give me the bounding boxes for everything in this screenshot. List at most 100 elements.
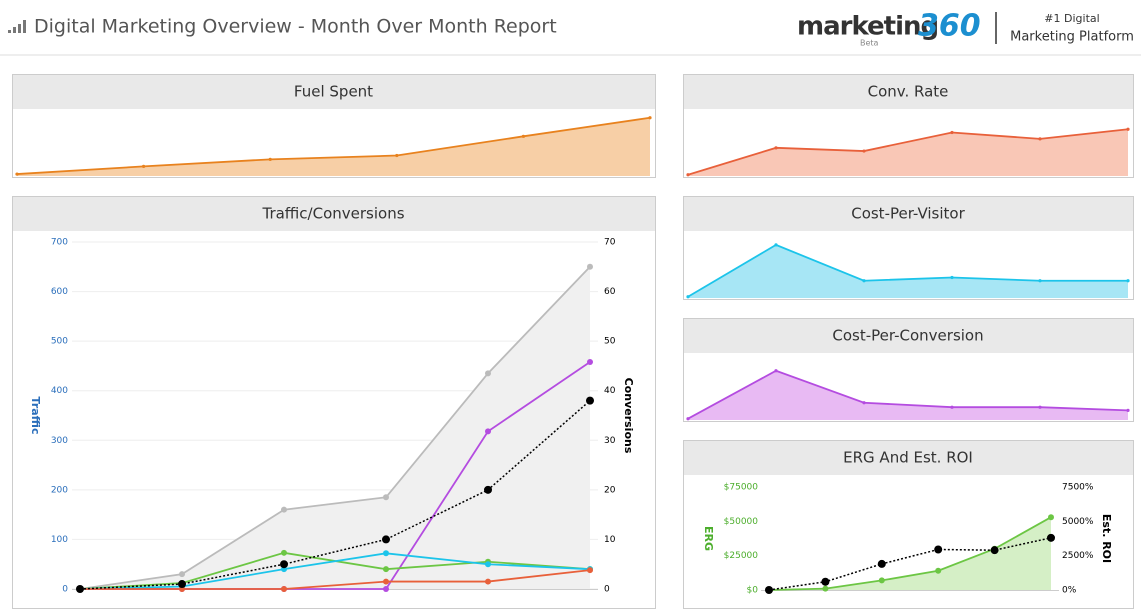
y-tick-label: 700 (51, 238, 68, 248)
area (769, 517, 1051, 590)
point (821, 577, 830, 586)
point (484, 485, 492, 494)
point (485, 578, 491, 585)
point (586, 396, 594, 405)
panel-title: Cost-Per-Visitor (851, 205, 965, 223)
y2-tick-label: 10 (604, 535, 616, 545)
point (179, 571, 185, 578)
point (950, 405, 954, 409)
y-tick-label: 300 (51, 436, 68, 446)
tagline: #1 Digital (1044, 12, 1099, 25)
point (142, 164, 146, 168)
point (774, 146, 778, 150)
point (587, 567, 593, 574)
line (80, 569, 591, 590)
point (862, 279, 866, 283)
panel-header (684, 319, 1133, 353)
y2-tick-label: 7500% (1062, 483, 1094, 493)
point (1047, 533, 1055, 542)
point (1038, 279, 1042, 283)
point (281, 549, 287, 556)
point (281, 506, 287, 513)
panel-title: Fuel Spent (294, 83, 373, 101)
panel-header (684, 75, 1133, 109)
y2-tick-label: 0 (604, 585, 610, 595)
point (76, 585, 84, 593)
point (383, 550, 389, 557)
y2-tick-label: 0% (1062, 586, 1077, 596)
point (774, 369, 778, 373)
y2-tick-label: 30 (604, 436, 616, 446)
y2-axis-label: Est. ROI (1100, 514, 1113, 563)
y2-tick-label: 60 (604, 287, 616, 297)
y-axis-label: Traffic (29, 397, 42, 435)
point (383, 566, 389, 573)
line (79, 552, 591, 590)
line (79, 400, 591, 590)
y2-tick-label: 20 (604, 485, 616, 495)
y-tick-label: $25000 (724, 551, 759, 561)
point (648, 116, 652, 120)
point (1038, 405, 1042, 409)
point (862, 401, 866, 405)
header-title: Digital Marketing Overview - Month Over … (34, 16, 557, 38)
panel-header (684, 441, 1133, 475)
line (687, 243, 1128, 298)
header-icon (8, 20, 26, 33)
y2-tick-label: 70 (604, 238, 616, 248)
area (17, 117, 650, 176)
y2-tick-label: 2500% (1062, 551, 1094, 561)
point (1048, 514, 1054, 521)
line (79, 266, 591, 590)
point (686, 417, 690, 421)
point (935, 567, 942, 574)
point (765, 586, 773, 594)
y2-axis-label: Conversions (622, 378, 635, 454)
point (686, 295, 690, 299)
y2-tick-label: 50 (604, 337, 616, 347)
y2-tick-label: 5000% (1062, 517, 1094, 527)
panel-title: Conv. Rate (868, 83, 949, 101)
panel-header (13, 197, 655, 231)
point (686, 173, 690, 177)
point (382, 535, 390, 544)
y-tick-label: 100 (51, 535, 68, 545)
point (178, 580, 186, 589)
tagline: Marketing Platform (1010, 30, 1134, 45)
point (878, 577, 885, 584)
point (1126, 127, 1130, 131)
point (383, 586, 389, 592)
line (768, 537, 1052, 591)
point (280, 560, 288, 569)
point (587, 263, 593, 270)
line (687, 369, 1129, 420)
y-axis-label: ERG (702, 526, 715, 551)
logo-tag: Beta (860, 39, 879, 48)
point (877, 559, 886, 568)
y-tick-label: 400 (51, 386, 68, 396)
line (687, 128, 1129, 176)
panel-header (684, 197, 1133, 231)
point (950, 275, 954, 280)
point (822, 585, 829, 592)
logo-number: 360 (918, 9, 981, 44)
logo-name: marketing (797, 12, 938, 42)
point (587, 358, 593, 365)
point (950, 130, 954, 135)
point (383, 494, 389, 501)
point (485, 428, 491, 435)
point (1038, 137, 1042, 141)
area (688, 129, 1128, 176)
panel-title: Cost-Per-Conversion (832, 327, 983, 345)
point (395, 153, 399, 158)
area (688, 244, 1128, 298)
area (80, 266, 590, 589)
point (774, 243, 778, 247)
panel-title: ERG And Est. ROI (843, 449, 973, 467)
point (485, 370, 491, 377)
y-tick-label: $75000 (724, 483, 759, 493)
y-tick-label: 600 (51, 287, 68, 297)
y-tick-label: 200 (51, 485, 68, 495)
point (521, 134, 526, 138)
panel-title: Traffic/Conversions (261, 205, 404, 223)
